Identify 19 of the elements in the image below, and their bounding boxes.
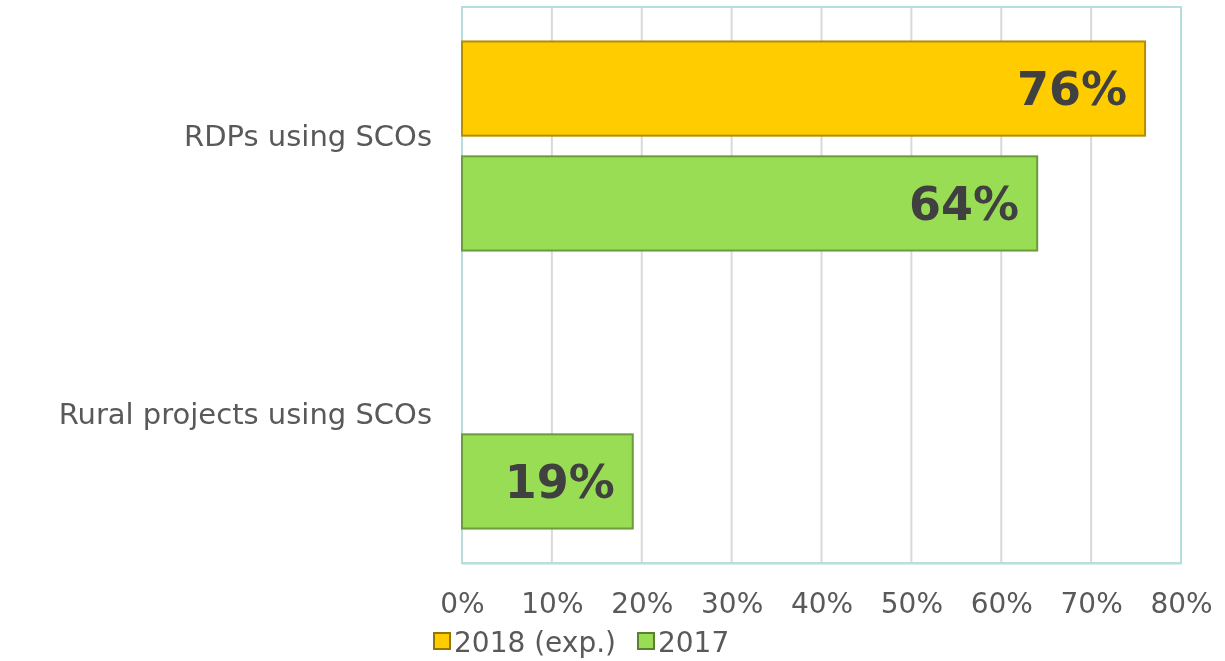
- legend-label: 2017: [657, 625, 730, 659]
- x-tick-label: 60%: [970, 586, 1033, 620]
- x-tick-label: 30%: [701, 586, 764, 620]
- x-tick-label: 0%: [440, 586, 485, 620]
- text: 76%: [1016, 61, 1128, 116]
- x-tick-label: 40%: [790, 586, 854, 620]
- x-tick-label: 80%: [1150, 586, 1213, 620]
- x-tick-label: 20%: [611, 586, 674, 620]
- y-tick-label: Rural projects using SCOs: [58, 397, 432, 431]
- legend-label: 2018 (exp.): [454, 625, 616, 659]
- bar: [461, 433, 634, 530]
- x-tick-label: 50%: [880, 586, 943, 620]
- bar: [461, 40, 1147, 137]
- x-tick-label: 70%: [1060, 586, 1123, 620]
- y-tick-label: RDPs using SCOs: [184, 119, 432, 153]
- bar: [461, 155, 1039, 252]
- text: 19%: [504, 454, 615, 509]
- text: 64%: [909, 176, 1020, 231]
- x-tick-label: 10%: [521, 586, 584, 620]
